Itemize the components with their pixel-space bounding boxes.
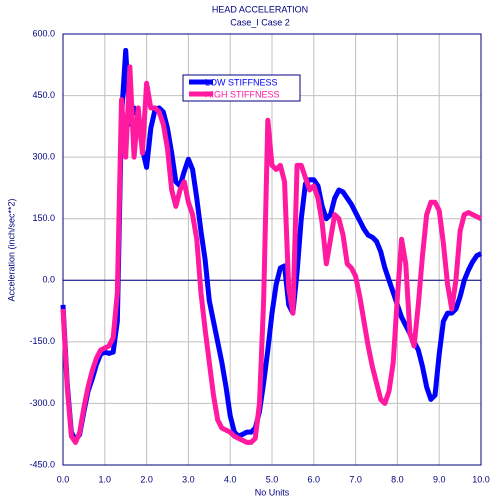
y-tick-label: -150.0 [29,336,55,346]
x-tick-label: 4.0 [224,474,237,484]
x-tick-label: 5.0 [266,474,279,484]
x-tick-label: 6.0 [308,474,321,484]
y-axis-label: Acceleration (inch/sec**2) [6,198,16,301]
x-tick-label: 3.0 [182,474,195,484]
series-line [60,64,483,445]
legend-box [182,74,301,102]
x-tick-label: 10.0 [472,474,490,484]
x-tick-label: 8.0 [391,474,404,484]
y-tick-label: -300.0 [29,398,55,408]
chart-subtitle: Case_I Case 2 [230,17,290,27]
legend-label: HIGH STIFFNESS [205,89,280,99]
plot-frame [62,33,482,466]
y-tick-label: 300.0 [32,152,55,162]
x-tick-label: 7.0 [349,474,362,484]
legend-label: LOW STIFFNESS [205,77,278,87]
x-tick-label: 9.0 [433,474,446,484]
y-tick-label: 0.0 [42,275,55,285]
y-tick-label: 600.0 [32,28,55,38]
x-tick-label: 0.0 [57,474,70,484]
y-tick-label: 450.0 [32,90,55,100]
x-tick-label: 2.0 [140,474,153,484]
y-tick-label: 150.0 [32,213,55,223]
y-tick-label: -450.0 [29,459,55,469]
x-tick-label: 1.0 [99,474,112,484]
x-axis-label: No Units [255,487,290,497]
chart-title: HEAD ACCELERATION [212,4,308,14]
